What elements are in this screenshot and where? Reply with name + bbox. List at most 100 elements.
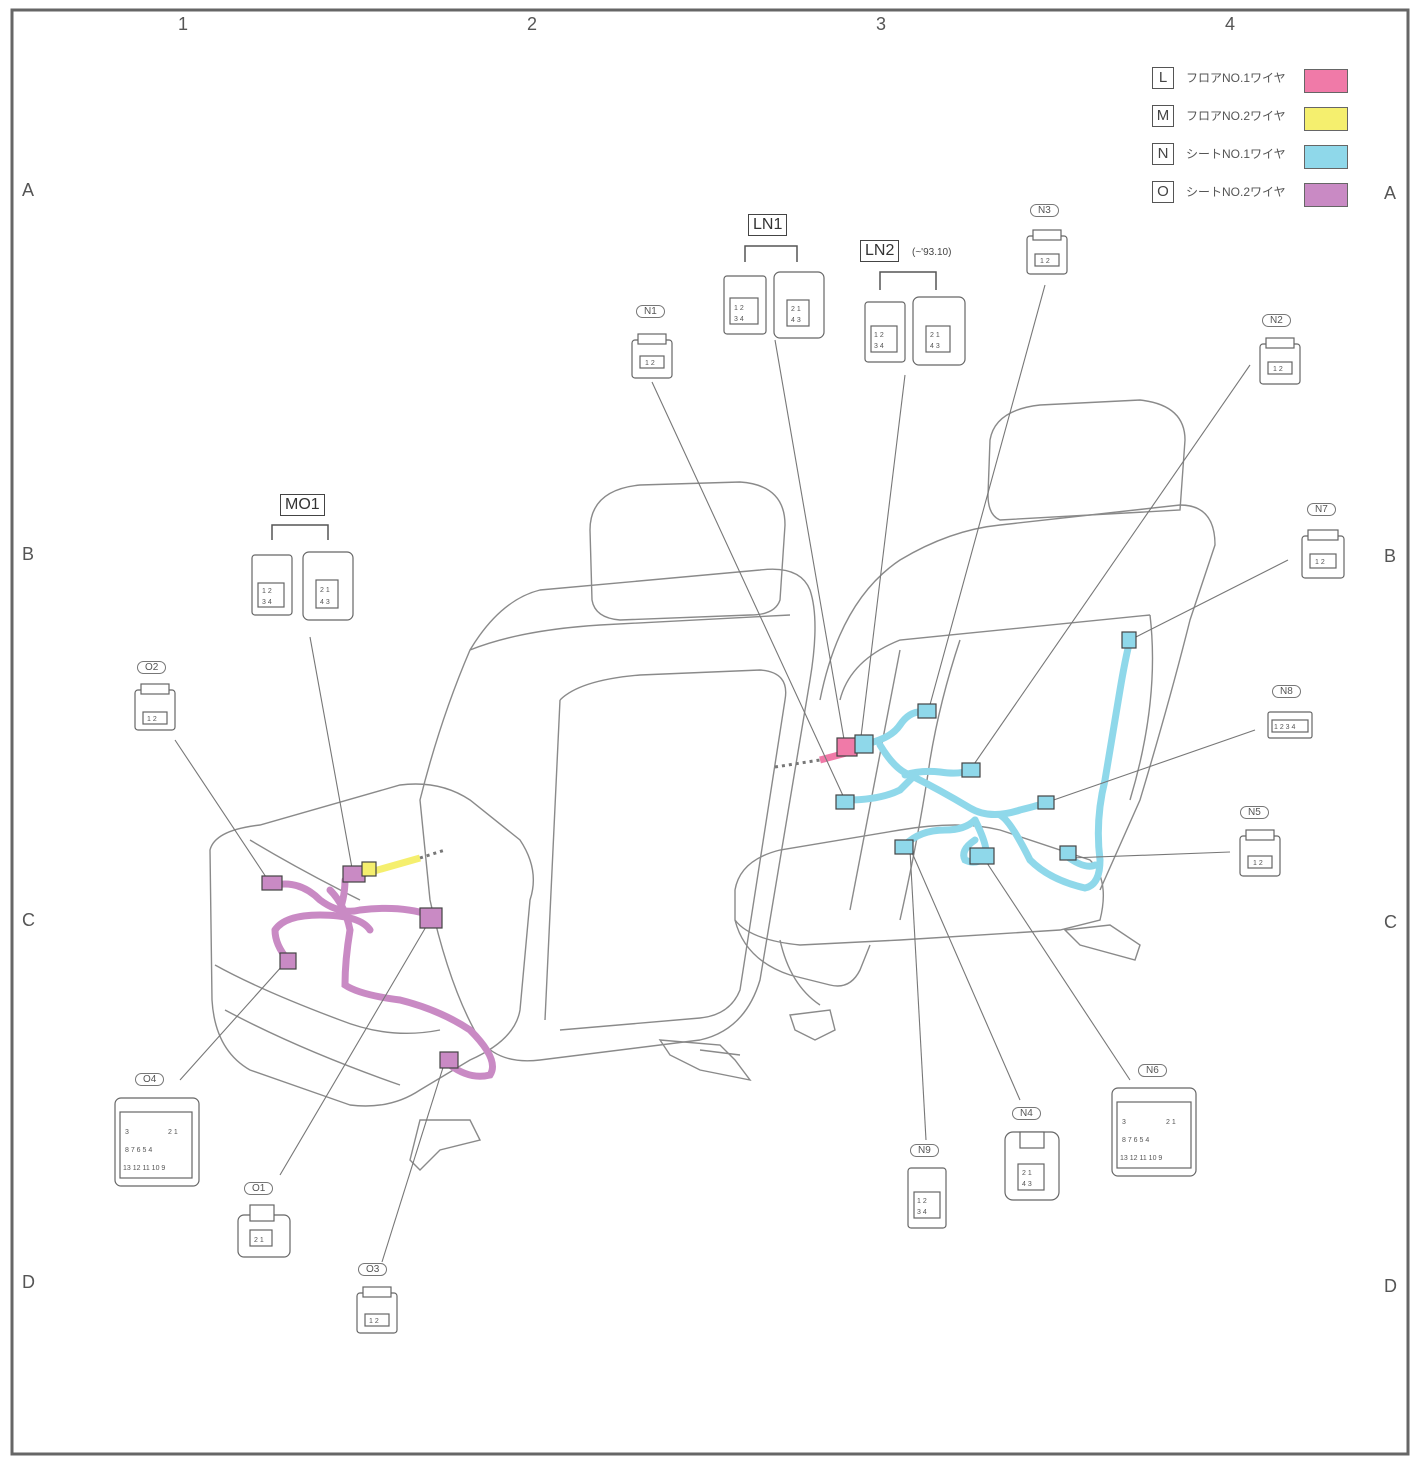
connector-label-n9: N9	[910, 1144, 939, 1157]
connector-n5-face	[1239, 829, 1281, 877]
connector-label-o1: O1	[244, 1182, 274, 1195]
legend-key-m: M	[1152, 105, 1174, 127]
ln2-pins-a: 1 2	[874, 332, 884, 339]
connector-label-o4: O4	[135, 1073, 165, 1086]
wire-legend: L フロアNO.1ワイヤ M フロアNO.2ワイヤ N シートNO.1ワイヤ O…	[1152, 66, 1352, 218]
ln1-pins-a: 1 2	[734, 305, 744, 312]
row-c-left-label: C	[22, 910, 35, 930]
legend-row-l: L フロアNO.1ワイヤ	[1152, 66, 1352, 104]
legend-swatch-l	[1304, 69, 1348, 93]
harness-connectors	[261, 631, 1137, 1069]
connector-n4-face	[1004, 1131, 1060, 1201]
n6-pins-row3: 13 12 11 10 9	[1120, 1155, 1162, 1162]
ln1-pins-d: 4 3	[791, 317, 801, 324]
legend-row-m: M フロアNO.2ワイヤ	[1152, 104, 1352, 142]
n7-pins: 1 2	[1315, 559, 1325, 566]
column-3-label: 3	[876, 14, 887, 34]
ln1-pins-b: 3 4	[734, 316, 744, 323]
floor-no1-wire-end	[774, 758, 821, 769]
connector-o3-face	[356, 1286, 398, 1334]
ln2-pins-d: 4 3	[930, 343, 940, 350]
connector-label-n5: N5	[1240, 806, 1269, 819]
row-d-right-label: D	[1384, 1276, 1397, 1296]
connector-ln1-face	[723, 271, 825, 339]
legend-row-o: O シートNO.2ワイヤ	[1152, 180, 1352, 218]
group-label-mo1: MO1	[280, 494, 325, 516]
connector-mo1-face	[251, 551, 354, 621]
legend-swatch-n	[1304, 145, 1348, 169]
connector-label-n7: N7	[1307, 503, 1336, 516]
row-b-right-label: B	[1384, 546, 1397, 566]
connector-label-n3: N3	[1030, 204, 1059, 217]
connector-o2-face	[134, 683, 176, 731]
n5-pins: 1 2	[1253, 860, 1263, 867]
n3-pins: 1 2	[1040, 258, 1050, 265]
legend-swatch-o	[1304, 183, 1348, 207]
connector-n1-face	[631, 333, 673, 379]
legend-row-n: N シートNO.1ワイヤ	[1152, 142, 1352, 180]
mo1-pins-d: 4 3	[320, 599, 330, 606]
connector-label-o3: O3	[358, 1263, 388, 1276]
connector-ln2-face	[864, 296, 966, 366]
row-a-left-label: A	[22, 180, 35, 200]
connector-label-o2: O2	[137, 661, 167, 674]
connector-o1-face	[237, 1204, 291, 1258]
ln1-pins-c: 2 1	[791, 306, 801, 313]
legend-key-n: N	[1152, 143, 1174, 165]
o1-pins: 2 1	[254, 1237, 264, 1244]
connector-n8-face	[1267, 711, 1313, 739]
connector-label-n1: N1	[636, 305, 665, 318]
n1-pins: 1 2	[645, 360, 655, 367]
column-4-label: 4	[1225, 14, 1236, 34]
row-c-right-label: C	[1384, 912, 1397, 932]
n6-pin-3: 3	[1122, 1119, 1126, 1126]
ln2-pins-b: 3 4	[874, 343, 884, 350]
o3-pins: 1 2	[369, 1318, 379, 1325]
group-brackets	[271, 245, 937, 540]
floor-no2-wire-end	[419, 848, 446, 860]
group-label-ln1: LN1	[748, 214, 788, 236]
mo1-pins-c: 2 1	[320, 587, 330, 594]
leader-lines	[174, 284, 1289, 1263]
ln2-pins-c: 2 1	[930, 332, 940, 339]
frame-border	[10, 8, 1410, 1456]
mo1-pins-b: 3 4	[262, 599, 272, 606]
seat-no2-wire	[271, 876, 496, 1080]
n6-pins-21: 2 1	[1166, 1119, 1176, 1126]
connector-n9-face	[907, 1167, 947, 1229]
n9-pins-b: 3 4	[917, 1209, 927, 1216]
group-note-ln2: (~'93.10)	[912, 247, 952, 258]
group-label-ln2: LN2	[860, 240, 900, 262]
column-1-label: 1	[178, 14, 189, 34]
connector-label-n6: N6	[1138, 1064, 1167, 1077]
legend-label-o: シートNO.2ワイヤ	[1186, 185, 1286, 199]
legend-swatch-m	[1304, 107, 1348, 131]
seat-no1-wire	[844, 636, 1134, 892]
row-d-left-label: D	[22, 1272, 35, 1292]
legend-key-l: L	[1152, 67, 1174, 89]
row-b-left-label: B	[22, 544, 35, 564]
n4-pins-a: 2 1	[1022, 1170, 1032, 1177]
o2-pins: 1 2	[147, 716, 157, 723]
legend-key-o: O	[1152, 181, 1174, 203]
connector-o4-face	[114, 1097, 200, 1187]
legend-label-m: フロアNO.2ワイヤ	[1186, 109, 1286, 123]
connector-label-n2: N2	[1262, 314, 1291, 327]
connector-n3-face	[1026, 229, 1068, 275]
connector-label-n8: N8	[1272, 685, 1301, 698]
column-2-label: 2	[527, 14, 538, 34]
n9-pins-a: 1 2	[917, 1198, 927, 1205]
connector-n6-face	[1111, 1087, 1197, 1177]
legend-label-n: シートNO.1ワイヤ	[1186, 147, 1286, 161]
n2-pins: 1 2	[1273, 366, 1283, 373]
left-seat	[209, 481, 816, 1171]
o4-pins-row3: 13 12 11 10 9	[123, 1165, 165, 1172]
n4-pins-b: 4 3	[1022, 1181, 1032, 1188]
connector-n2-face	[1259, 337, 1301, 385]
connector-label-n4: N4	[1012, 1107, 1041, 1120]
n6-pins-row2: 8 7 6 5 4	[1122, 1137, 1149, 1144]
legend-label-l: フロアNO.1ワイヤ	[1186, 71, 1286, 85]
o4-pins-row2: 8 7 6 5 4	[125, 1147, 152, 1154]
